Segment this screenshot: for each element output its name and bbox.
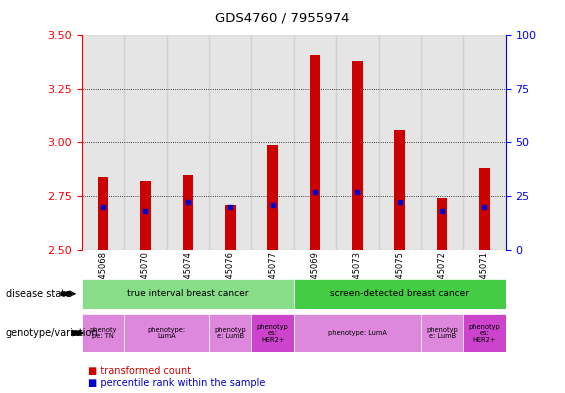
Text: genotype/variation: genotype/variation — [6, 328, 98, 338]
Bar — [98, 177, 108, 250]
Bar — [294, 35, 336, 250]
Text: screen-detected breast cancer: screen-detected breast cancer — [330, 289, 470, 298]
Text: ■ transformed count: ■ transformed count — [88, 366, 191, 376]
Bar — [394, 130, 405, 250]
Text: phenotype:
LumA: phenotype: LumA — [147, 327, 186, 339]
Bar — [82, 279, 294, 309]
Bar — [251, 314, 294, 352]
Bar — [463, 35, 506, 250]
Bar — [479, 168, 490, 250]
Text: phenotyp
es:
HER2+: phenotyp es: HER2+ — [257, 323, 289, 343]
Text: true interval breast cancer: true interval breast cancer — [127, 289, 249, 298]
Text: disease state: disease state — [6, 289, 71, 299]
Bar — [209, 35, 251, 250]
Text: GDS4760 / 7955974: GDS4760 / 7955974 — [215, 12, 350, 25]
Bar — [82, 314, 124, 352]
Bar — [209, 314, 251, 352]
Bar — [140, 181, 151, 250]
Bar — [124, 314, 209, 352]
Bar — [379, 35, 421, 250]
Bar — [421, 314, 463, 352]
Text: phenotyp
e: LumB: phenotyp e: LumB — [214, 327, 246, 339]
Bar — [310, 55, 320, 250]
Bar — [225, 205, 236, 250]
Bar — [294, 279, 506, 309]
Bar — [421, 35, 463, 250]
Bar — [463, 314, 506, 352]
Text: phenoty
pe: TN: phenoty pe: TN — [89, 327, 117, 339]
Bar — [82, 35, 124, 250]
Bar — [251, 35, 294, 250]
Text: phenotyp
es:
HER2+: phenotyp es: HER2+ — [468, 323, 501, 343]
Bar — [437, 198, 447, 250]
Bar — [336, 35, 379, 250]
Bar — [124, 35, 167, 250]
Text: ■ percentile rank within the sample: ■ percentile rank within the sample — [88, 378, 265, 388]
Text: phenotyp
e: LumB: phenotyp e: LumB — [426, 327, 458, 339]
Text: phenotype: LumA: phenotype: LumA — [328, 330, 387, 336]
Bar — [267, 145, 278, 250]
Bar — [352, 61, 363, 250]
Bar — [294, 314, 421, 352]
Bar — [182, 174, 193, 250]
Bar — [167, 35, 209, 250]
